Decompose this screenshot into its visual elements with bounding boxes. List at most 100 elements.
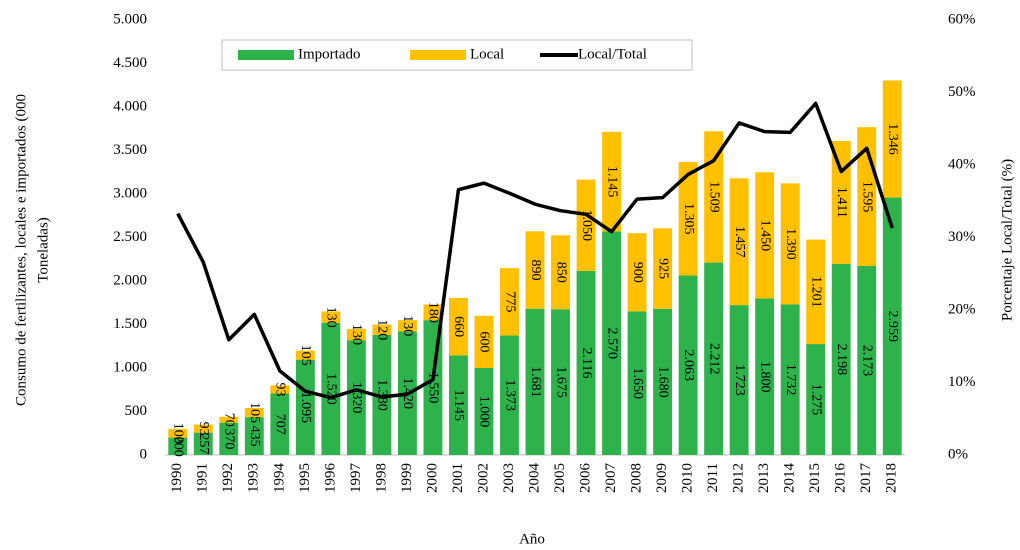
legend-label: Importado <box>298 46 360 62</box>
bar <box>321 322 341 455</box>
data-label: 1.800 <box>757 361 772 393</box>
bar <box>806 344 826 455</box>
bar <box>627 311 647 455</box>
y2-tick-label: 40% <box>948 156 976 172</box>
bar <box>780 304 800 455</box>
bar <box>295 350 315 360</box>
data-label: 105 <box>247 402 262 423</box>
x-tick-label: 1995 <box>297 463 313 493</box>
bar <box>270 385 290 394</box>
x-tick-label: 1996 <box>322 463 338 494</box>
x-tick-label: 1990 <box>169 463 185 493</box>
bar <box>397 320 417 332</box>
data-label: 1.457 <box>732 226 747 257</box>
data-label: 1.390 <box>783 228 798 260</box>
y-tick-label: 2.000 <box>113 272 147 288</box>
legend-swatch <box>238 50 294 60</box>
data-label: 1.681 <box>528 366 543 398</box>
x-tick-label: 1998 <box>373 463 389 493</box>
y-axis-title: Toneladas) <box>35 217 51 283</box>
bar <box>755 172 775 299</box>
legend-label: Local <box>470 46 504 62</box>
data-label: 2.570 <box>604 327 619 359</box>
bar <box>295 359 315 455</box>
bar <box>602 131 621 232</box>
bar <box>627 233 647 312</box>
bar <box>882 80 902 198</box>
bar <box>525 231 545 309</box>
bar <box>857 265 877 455</box>
bar <box>755 298 775 455</box>
y-tick-label: 5.000 <box>113 11 147 27</box>
x-tick-label: 1997 <box>348 463 364 494</box>
bar <box>729 178 749 306</box>
y2-tick-label: 10% <box>948 374 976 390</box>
bar <box>193 424 213 433</box>
y-tick-label: 3.500 <box>113 142 147 158</box>
y2-axis-title: Porcentaje Local/Total (%) <box>999 159 1015 321</box>
bar <box>653 228 673 309</box>
data-label: 370 <box>222 428 237 449</box>
bar <box>551 235 570 310</box>
bar <box>525 308 545 455</box>
bar <box>219 416 239 423</box>
data-label: 130 <box>324 307 339 328</box>
legend-swatch <box>410 50 466 60</box>
x-tick-label: 2003 <box>501 463 517 493</box>
bar <box>449 355 468 455</box>
data-label: 775 <box>502 291 517 312</box>
bar <box>372 334 392 455</box>
y-axis-title: Consumo de fertilizantes, locales e impo… <box>13 94 29 406</box>
data-label: 105 <box>298 345 313 366</box>
data-label: 2.173 <box>860 345 875 377</box>
data-label: 130 <box>349 324 364 345</box>
data-label: 1.000 <box>477 396 492 428</box>
x-tick-label: 2017 <box>858 463 874 494</box>
data-label: 1.095 <box>298 392 313 424</box>
x-tick-label: 2008 <box>629 463 645 493</box>
x-tick-label: 2002 <box>475 463 491 493</box>
x-tick-label: 2013 <box>756 463 772 493</box>
data-label: 707 <box>273 414 288 435</box>
bar <box>474 315 494 368</box>
data-label: 2.116 <box>579 347 594 378</box>
data-label: 93 <box>196 422 211 436</box>
x-tick-label: 2011 <box>705 463 721 492</box>
x-tick-label: 2016 <box>833 463 849 494</box>
data-label: 600 <box>477 331 492 352</box>
bar <box>831 263 851 455</box>
x-tick-label: 1994 <box>271 463 287 494</box>
data-label: 2.198 <box>834 344 849 376</box>
bar <box>270 393 290 455</box>
data-label: 900 <box>630 262 645 283</box>
data-label: 890 <box>528 260 543 281</box>
x-tick-label: 1993 <box>246 463 262 493</box>
bar <box>576 179 596 271</box>
bar <box>346 328 366 341</box>
bar <box>704 262 724 455</box>
bar <box>346 340 366 455</box>
data-label: 1.595 <box>860 181 875 213</box>
x-tick-label: 1999 <box>399 463 415 493</box>
bar <box>806 239 826 345</box>
bar <box>500 268 519 336</box>
x-tick-label: 2004 <box>526 463 542 494</box>
y2-tick-label: 20% <box>948 301 976 317</box>
bar <box>168 428 188 438</box>
legend-label: Local/Total <box>578 46 647 62</box>
bar <box>653 308 673 455</box>
x-tick-label: 1992 <box>220 463 236 493</box>
data-label: 1.732 <box>783 364 798 396</box>
data-label: 1.650 <box>630 367 645 399</box>
bar <box>551 309 570 455</box>
bar <box>729 305 749 455</box>
x-tick-label: 2005 <box>552 463 568 493</box>
y2-tick-label: 0% <box>948 446 968 462</box>
data-label: 1.320 <box>349 382 364 414</box>
y-tick-label: 3.000 <box>113 185 147 201</box>
x-tick-label: 2006 <box>577 463 593 494</box>
data-label: 130 <box>400 315 415 336</box>
y-tick-label: 2.500 <box>113 229 147 245</box>
data-label: 257 <box>196 433 211 454</box>
